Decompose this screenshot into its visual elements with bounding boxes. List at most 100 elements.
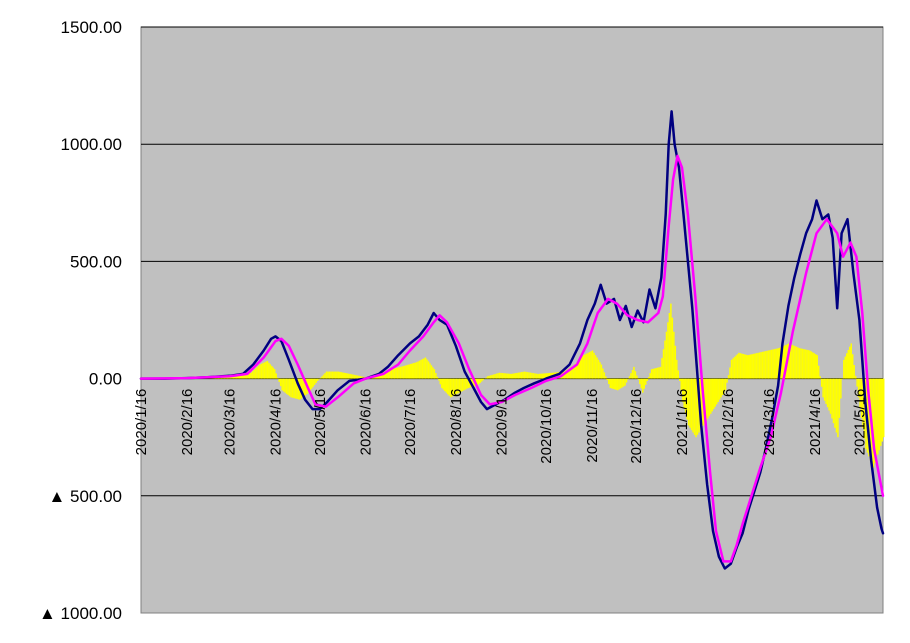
bar xyxy=(525,371,527,379)
bar xyxy=(485,377,487,379)
bar xyxy=(488,375,490,379)
bar xyxy=(548,372,551,379)
bar xyxy=(294,378,297,399)
bar xyxy=(667,322,669,379)
bar xyxy=(673,331,675,379)
bar xyxy=(781,346,783,379)
bar xyxy=(302,378,304,398)
bar xyxy=(676,359,678,379)
bar xyxy=(748,354,750,379)
bar xyxy=(883,378,885,438)
bar xyxy=(594,355,597,379)
bar xyxy=(315,378,317,383)
bar xyxy=(880,378,882,446)
bar xyxy=(287,378,289,396)
bar xyxy=(727,375,730,379)
bar xyxy=(826,378,829,408)
bar xyxy=(479,378,481,383)
bar xyxy=(754,353,756,379)
bar xyxy=(859,378,861,408)
bar xyxy=(568,368,570,379)
bar xyxy=(288,378,291,397)
bar xyxy=(498,372,501,379)
bar xyxy=(606,378,609,381)
bar xyxy=(769,350,771,379)
bar xyxy=(843,359,845,379)
bar xyxy=(319,377,322,379)
bar xyxy=(390,369,393,379)
bar xyxy=(501,373,504,379)
bar xyxy=(875,378,878,459)
bar xyxy=(245,373,248,379)
bar xyxy=(228,377,230,379)
bar xyxy=(517,372,520,379)
bar xyxy=(772,349,774,379)
bar xyxy=(659,366,662,379)
bar xyxy=(795,346,798,379)
x-tick-label: 2020/2/16 xyxy=(179,389,196,456)
bar xyxy=(543,373,545,379)
bar xyxy=(412,363,415,379)
bar xyxy=(665,331,668,379)
bar xyxy=(427,361,430,379)
bar xyxy=(260,363,263,379)
bar xyxy=(822,378,824,398)
bar xyxy=(384,371,387,379)
bar xyxy=(618,378,620,390)
bar xyxy=(523,371,526,379)
bar xyxy=(244,374,246,379)
bar xyxy=(857,378,860,398)
bar xyxy=(742,353,745,379)
bar xyxy=(770,349,773,379)
y-axis-ticks: 1500.00 1000.00 500.00 0.00 ▲ 500.00 ▲ 1000.0… xyxy=(39,18,122,623)
bar xyxy=(509,373,511,379)
bar xyxy=(547,373,549,379)
bar xyxy=(578,359,580,379)
bar xyxy=(656,367,659,379)
bar xyxy=(276,377,279,379)
bar xyxy=(744,354,746,379)
bar xyxy=(347,373,350,379)
bar xyxy=(491,374,493,379)
bar xyxy=(480,378,483,382)
bar xyxy=(625,378,628,383)
bar xyxy=(684,378,687,414)
bar xyxy=(831,378,833,419)
bar xyxy=(256,367,258,379)
bar xyxy=(670,303,672,379)
bar xyxy=(588,352,591,379)
bar xyxy=(495,373,498,379)
bar xyxy=(417,361,419,379)
bar xyxy=(520,372,523,379)
bar xyxy=(813,353,816,379)
bar xyxy=(464,378,467,390)
bar xyxy=(337,371,340,379)
y-tick-label: 500.00 xyxy=(70,252,122,271)
bar xyxy=(220,377,223,379)
bar xyxy=(736,354,739,379)
x-tick-label: 2020/8/16 xyxy=(448,389,465,456)
x-axis-ticks: 2020/1/16 2020/2/16 2020/3/16 2020/4/16 2020… xyxy=(133,389,868,464)
bar xyxy=(634,371,637,379)
bar xyxy=(773,349,776,379)
bar xyxy=(240,375,242,379)
bar xyxy=(232,376,235,379)
bar xyxy=(281,378,283,391)
bar xyxy=(426,359,428,379)
bar xyxy=(732,358,734,379)
bar xyxy=(695,378,697,438)
bar xyxy=(358,375,360,379)
bar xyxy=(823,378,826,401)
bar xyxy=(636,375,638,379)
bar xyxy=(424,357,427,379)
bar xyxy=(318,378,320,380)
bar xyxy=(328,371,331,379)
bar xyxy=(359,376,362,379)
bar xyxy=(333,371,335,379)
bar xyxy=(361,376,363,379)
bar xyxy=(226,377,229,379)
bar xyxy=(451,378,453,397)
bar xyxy=(686,378,688,420)
bar xyxy=(346,373,348,379)
bar xyxy=(815,354,817,379)
